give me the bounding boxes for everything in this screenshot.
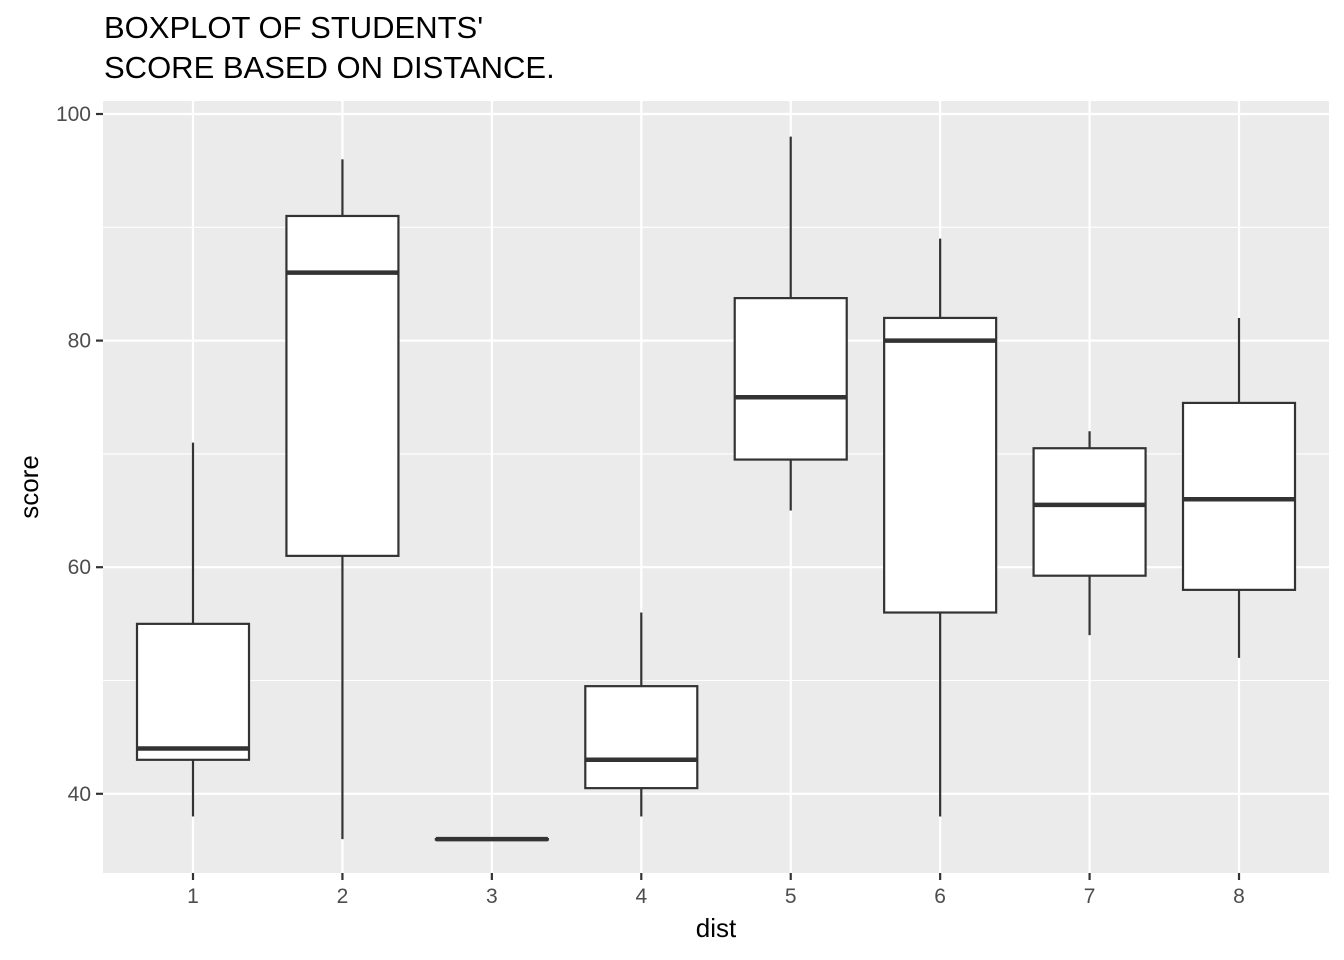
box-7 [1032,431,1147,636]
x-tick-label: 1 [187,885,199,908]
y-tick-label: 60 [68,556,91,579]
box-4 [584,612,699,817]
box-iqr [135,622,251,761]
box-3 [434,836,549,842]
box-iqr [1032,447,1147,577]
boxes-layer [135,136,1297,842]
x-tick-label: 6 [934,885,946,908]
y-axis-title: score [14,455,44,519]
box-iqr [883,316,998,614]
chart-title-line-1: BOXPLOT OF STUDENTS' [104,10,483,45]
box-1 [135,442,251,817]
box-6 [883,238,998,817]
chart-title-line-2: SCORE BASED ON DISTANCE. [104,50,555,85]
box-2 [285,159,400,840]
box-iqr [1181,401,1297,591]
x-tick-label: 3 [486,885,498,908]
x-tick-label: 7 [1084,885,1096,908]
y-tick-label: 40 [68,783,91,806]
x-tick-label: 8 [1233,885,1245,908]
box-5 [733,136,848,511]
box-8 [1181,317,1297,658]
box-iqr [733,297,848,461]
x-axis-title: dist [696,913,737,943]
y-tick-label: 100 [56,103,91,126]
x-tick-label: 2 [337,885,349,908]
y-tick-label: 80 [68,330,91,353]
x-tick-label: 4 [635,885,647,908]
x-tick-label: 5 [785,885,797,908]
box-iqr [584,685,699,790]
axes-layer: 40 60 80 100 1 2 3 4 5 6 7 8 [56,103,1245,908]
box-iqr [285,214,400,557]
